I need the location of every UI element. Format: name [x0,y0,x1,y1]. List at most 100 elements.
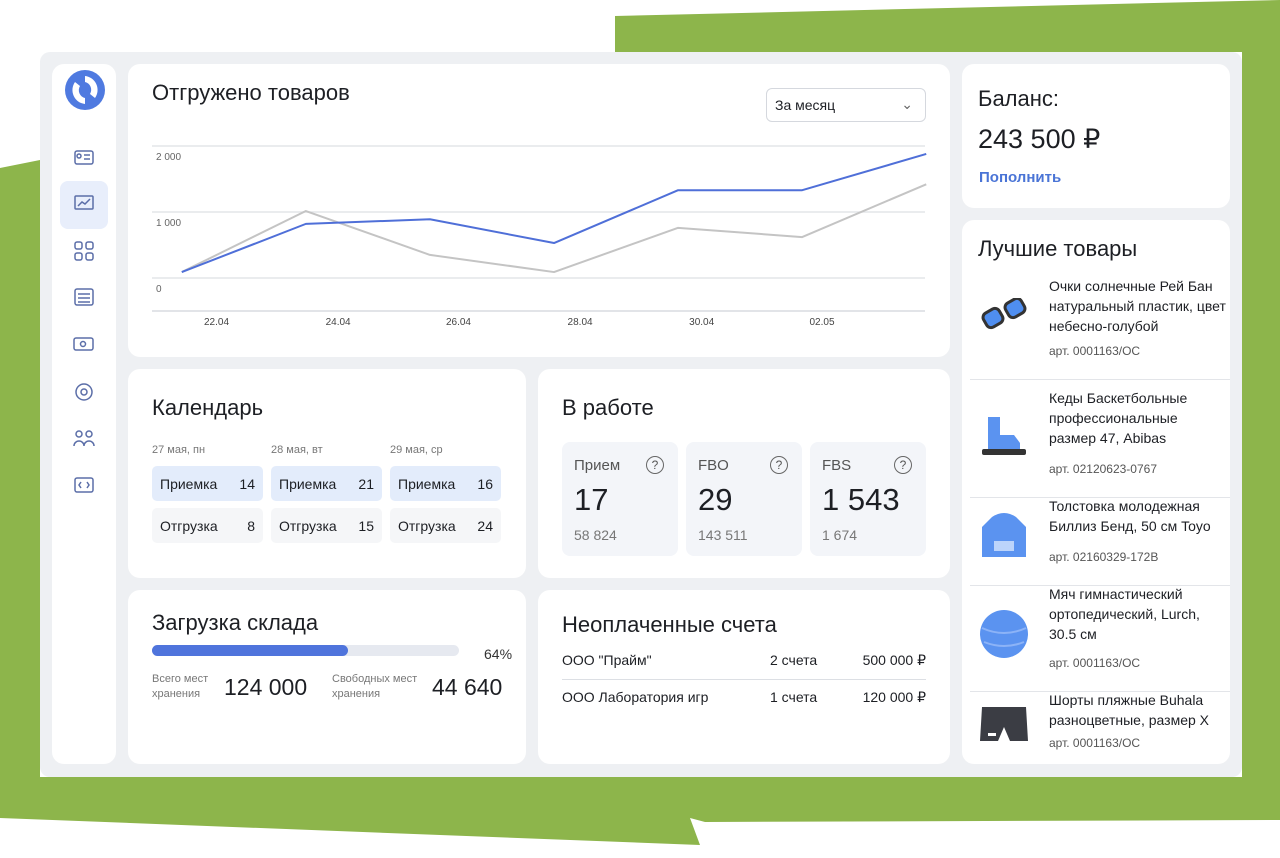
divider [970,691,1230,692]
series-line [181,183,927,274]
calendar-cell-label: Отгрузка [398,518,456,534]
status-card: Прием? 17 58 824 [562,442,678,556]
product-name: Мяч гимнастический ортопедический, Lurch… [1049,586,1200,642]
progress-track [152,645,459,656]
series-line [181,152,927,273]
product-row[interactable]: Шорты пляжные Buhala разноцветные, разме… [962,690,1230,764]
status-value: 17 [574,482,609,517]
status-sub: 1 674 [822,527,858,543]
calendar-cell: Приемка 16 [390,466,501,501]
topup-link[interactable]: Пополнить [979,169,1062,186]
status-label: Прием [574,457,621,474]
product-image [981,298,1027,330]
in-work-title: В работе [562,395,654,420]
line-chart: 0 1 000 2 000 22.04 24.04 26.04 28.04 30.04 02.0… [152,145,927,328]
invoice-count: 1 счета [770,689,818,705]
product-name: Толстовка молодежная Биллиз Бенд, 50 см … [1049,498,1211,534]
calendar-cell: Приемка 21 [271,466,382,501]
product-image [982,417,1026,455]
invoices-title: Неоплаченные счета [562,612,777,637]
product-sku: арт. 0001163/ОС [1049,344,1141,358]
product-row[interactable]: Кеды Баскетбольные профессиональные разм… [962,388,1230,498]
x-tick-label: 22.04 [204,317,229,328]
calendar-date: 27 мая, пн [152,444,206,456]
status-card: FBO? 29 143 511 [686,442,802,556]
balance-title: Баланс: [978,86,1060,111]
calendar-cell: Отгрузка 8 [152,508,263,543]
status-label: FBS [822,457,852,474]
product-row[interactable]: Толстовка молодежная Биллиз Бенд, 50 см … [962,496,1230,586]
x-tick-label: 30.04 [689,317,714,328]
calendar-cell-label: Отгрузка [279,518,337,534]
free-value: 44 640 [432,674,503,700]
products-card: Лучшие товары Очки солнечные Рей Бан нат… [962,220,1230,764]
product-row[interactable]: Очки солнечные Рей Бан натуральный пласт… [962,276,1230,380]
product-name: Очки солнечные Рей Бан натуральный пласт… [1049,278,1226,334]
period-select[interactable]: За месяц ⌄ [766,88,926,122]
invoice-amount: 500 000 ₽ [862,652,926,668]
calendar-cell-value: 24 [477,518,493,534]
help-icon[interactable]: ? [894,456,912,474]
sidebar [52,64,116,764]
status-sub: 143 511 [698,527,748,543]
product-sku: арт. 02160329-172B [1049,550,1159,564]
product-name: Кеды Баскетбольные профессиональные разм… [1049,390,1188,446]
period-label[interactable]: За месяц [775,97,836,113]
status-value: 29 [698,482,733,517]
free-label: Свободных мест хранения [332,673,418,700]
total-label: Всего мест хранения [152,673,209,700]
sidebar-icons [60,70,108,493]
status-label: FBO [698,457,729,474]
calendar-title: Календарь [152,395,264,420]
chart-title: Отгружено товаров [152,80,350,105]
calendar-cell-label: Приемка [398,476,456,492]
y-tick-label: 0 [156,284,162,295]
warehouse-card: Загрузка склада 64% Всего мест хранения … [128,590,526,764]
calendar-card: Календарь 27 мая, пн Приемка 14 Отгрузка 8 28… [128,369,526,578]
divider [970,379,1230,380]
status-card: FBS? 1 543 1 674 [810,442,926,556]
product-sku: арт. 0001163/ОС [1049,656,1141,670]
products-title: Лучшие товары [978,236,1138,261]
x-tick-label: 26.04 [446,317,471,328]
x-tick-label: 28.04 [568,317,593,328]
help-icon[interactable]: ? [770,456,788,474]
y-tick-label: 2 000 [156,152,181,163]
product-name: Шорты пляжные Buhala разноцветные, разме… [1049,692,1210,728]
in-work-card: В работе Прием? 17 58 824 FBO? 29 143 511 FBS?… [538,369,950,578]
invoice-company: ООО "Прайм" [562,652,652,668]
product-row[interactable]: Мяч гимнастический ортопедический, Lurch… [962,584,1230,692]
calendar-cell-label: Приемка [279,476,337,492]
progress-label: 64% [484,646,513,662]
product-sku: арт. 02120623-0767 [1049,462,1157,476]
calendar-date: 29 мая, ср [390,444,443,456]
product-image [980,707,1028,741]
divider [970,497,1230,498]
x-tick-label: 24.04 [326,317,351,328]
x-tick-label: 02.05 [810,317,835,328]
calendar-cell: Отгрузка 24 [390,508,501,543]
calendar-date: 28 мая, вт [271,444,323,456]
product-image [980,610,1028,658]
product-image [982,513,1026,557]
help-icon[interactable]: ? [646,456,664,474]
product-sku: арт. 0001163/ОС [1049,736,1141,750]
invoice-count: 2 счета [770,652,818,668]
progress-fill [152,645,349,656]
invoice-company: ООО Лаборатория игр [562,689,709,705]
calendar-cell-label: Отгрузка [160,518,218,534]
status-value: 1 543 [822,482,900,517]
calendar-cell-value: 8 [247,518,255,534]
total-value: 124 000 [224,674,308,700]
invoice-amount: 120 000 ₽ [862,689,926,705]
calendar-cell: Приемка 14 [152,466,263,501]
balance-card: Баланс: 243 500 ₽ Пополнить [962,64,1230,208]
divider [562,679,926,680]
divider [970,585,1230,586]
calendar-cell-value: 14 [239,476,255,492]
calendar-cell: Отгрузка 15 [271,508,382,543]
chart-card: Отгружено товаров За месяц ⌄ 0 1 000 2 000 2… [128,64,950,357]
calendar-cell-value: 15 [358,518,374,534]
calendar-cell-value: 21 [358,476,374,492]
